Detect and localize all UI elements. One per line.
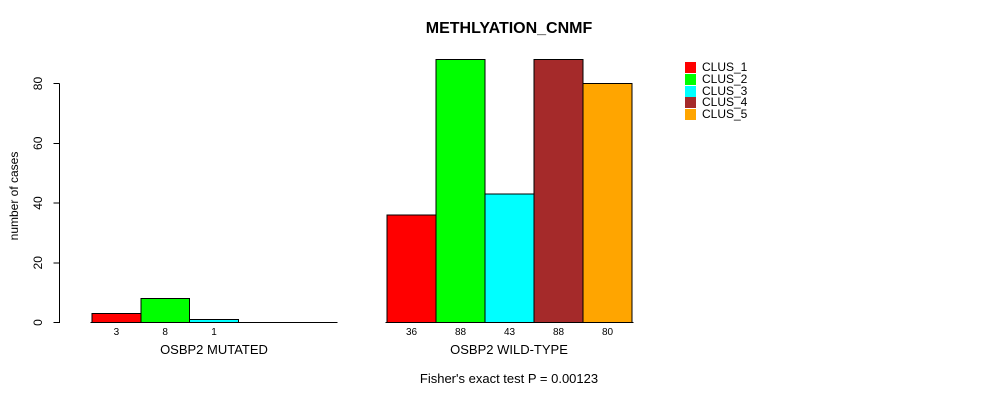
legend-color-swatch-icon: [685, 62, 696, 74]
bar-clus_3: [189, 319, 239, 324]
y-axis-tick-label: 40: [31, 196, 45, 210]
legend-item-label: CLUS_4: [702, 95, 748, 110]
legend-item-label: CLUS_1: [702, 60, 748, 75]
bar-value-label: 80: [602, 327, 614, 338]
bar-value-label: 8: [162, 327, 168, 338]
legend-item: CLUS_1: [685, 60, 748, 75]
chart-title: METHLYATION_CNMF: [425, 20, 593, 37]
y-axis-tick-label: 60: [31, 136, 45, 150]
bar-value-label: 1: [211, 327, 217, 338]
x-group-label-mutated: OSBP2 MUTATED: [160, 342, 268, 357]
legend-item-label: CLUS_2: [702, 72, 748, 87]
bar-clus_2: [140, 298, 191, 324]
legend-item-label: CLUS_3: [702, 83, 748, 98]
legend: CLUS_1 CLUS_2 CLUS_3 CLUS_4 CLUS_5: [685, 60, 748, 122]
legend-item: CLUS_4: [685, 95, 748, 110]
bar-clus_1: [386, 214, 437, 323]
legend-color-swatch-icon: [685, 109, 696, 121]
bar-clus_1: [91, 313, 142, 324]
bar-value-label: 43: [504, 327, 516, 338]
y-axis-tick-label: 0: [31, 319, 45, 326]
legend-item: CLUS_3: [685, 85, 747, 97]
legend-color-swatch-icon: [685, 74, 696, 86]
bar-clus_4: [533, 59, 584, 323]
legend-item: CLUS_5: [685, 107, 748, 122]
legend-color-swatch-icon: [685, 97, 696, 109]
y-axis-tick-label: 80: [31, 77, 45, 91]
bar-value-label: 3: [114, 327, 120, 338]
legend-item: CLUS_2: [685, 72, 748, 87]
legend-item-label: CLUS_5: [702, 107, 748, 122]
bar-value-label: 88: [553, 327, 565, 338]
x-group-label-wild-type: OSBP2 WILD-TYPE: [450, 342, 568, 357]
bar-value-label: 88: [455, 327, 467, 338]
bar-clus_2: [435, 59, 486, 323]
bar-clus_5: [582, 83, 633, 323]
fisher-test-footnote: Fisher's exact test P = 0.00123: [419, 371, 599, 386]
y-axis-tick-label: 20: [31, 256, 45, 270]
bar-clus_3: [484, 193, 535, 323]
legend-color-swatch-icon: [685, 85, 696, 97]
bar-value-label: 36: [406, 327, 418, 338]
